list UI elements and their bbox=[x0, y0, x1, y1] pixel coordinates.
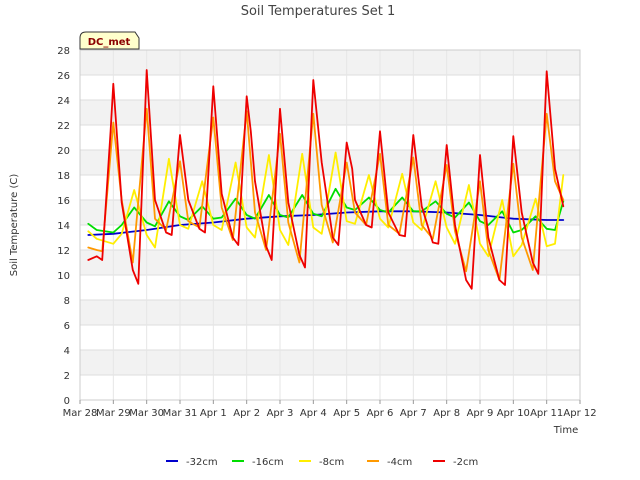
y-tick-label: 8 bbox=[64, 296, 70, 307]
legend-label: -32cm bbox=[186, 457, 218, 468]
plot-border bbox=[79, 49, 581, 401]
station-label-box: DC_met bbox=[79, 31, 140, 50]
plot-band bbox=[80, 375, 580, 400]
plot-band bbox=[80, 325, 580, 350]
y-tick-label: 26 bbox=[57, 71, 70, 82]
y-tick-label: 20 bbox=[57, 146, 70, 157]
plot-band bbox=[80, 275, 580, 300]
x-tick-label: Apr 8 bbox=[433, 408, 460, 419]
plot-band bbox=[80, 300, 580, 325]
y-tick-label: 18 bbox=[57, 171, 70, 182]
x-tick-label: Apr 11 bbox=[530, 408, 563, 419]
x-tick-label: Apr 4 bbox=[300, 408, 327, 419]
y-axis-label: Soil Temperature (C) bbox=[9, 174, 20, 277]
plot-band bbox=[80, 75, 580, 100]
plot-band bbox=[80, 100, 580, 125]
x-tick-label: Mar 29 bbox=[96, 408, 131, 419]
x-tick-label: Apr 5 bbox=[333, 408, 360, 419]
y-tick-label: 0 bbox=[64, 396, 70, 407]
legend-label: -8cm bbox=[319, 457, 344, 468]
y-tick-label: 16 bbox=[57, 196, 70, 207]
series-line-4cm bbox=[87, 107, 565, 281]
x-tick-label: Mar 30 bbox=[129, 408, 164, 419]
x-tick-label: Apr 1 bbox=[200, 408, 227, 419]
plot-band bbox=[80, 50, 580, 75]
x-tick-label: Apr 6 bbox=[367, 408, 394, 419]
station-label: DC_met bbox=[88, 37, 131, 48]
legend: -32cm -16cm -8cm -4cm -2cm bbox=[166, 457, 478, 468]
x-tick-label: Apr 10 bbox=[497, 408, 530, 419]
x-tick-label: Apr 3 bbox=[267, 408, 294, 419]
y-tick-label: 2 bbox=[64, 371, 70, 382]
x-tick-label: Mar 31 bbox=[163, 408, 198, 419]
x-tick-label: Apr 9 bbox=[467, 408, 494, 419]
legend-label: -2cm bbox=[453, 457, 478, 468]
series-line-2cm bbox=[87, 69, 565, 290]
x-tick-label: Apr 2 bbox=[233, 408, 260, 419]
chart-title: Soil Temperatures Set 1 bbox=[241, 4, 396, 19]
y-tick-label: 22 bbox=[57, 121, 70, 132]
y-tick-label: 12 bbox=[57, 246, 70, 257]
plot-band bbox=[80, 125, 580, 150]
y-tick-label: 10 bbox=[57, 271, 70, 282]
plot-band bbox=[80, 225, 580, 250]
x-axis-label: Time bbox=[553, 425, 578, 436]
legend-label: -16cm bbox=[252, 457, 284, 468]
legend-label: -4cm bbox=[387, 457, 412, 468]
x-tick-label: Apr 7 bbox=[400, 408, 427, 419]
y-tick-label: 24 bbox=[57, 96, 70, 107]
x-tick-label: Mar 28 bbox=[63, 408, 98, 419]
series-line-8cm bbox=[87, 151, 565, 258]
plot-band bbox=[80, 150, 580, 175]
y-tick-label: 14 bbox=[57, 221, 70, 232]
y-tick-label: 28 bbox=[57, 46, 70, 57]
y-tick-label: 4 bbox=[64, 346, 70, 357]
series-lines bbox=[87, 69, 565, 290]
y-tick-label: 6 bbox=[64, 321, 70, 332]
x-tick-label: Apr 12 bbox=[563, 408, 596, 419]
plot-band bbox=[80, 350, 580, 375]
